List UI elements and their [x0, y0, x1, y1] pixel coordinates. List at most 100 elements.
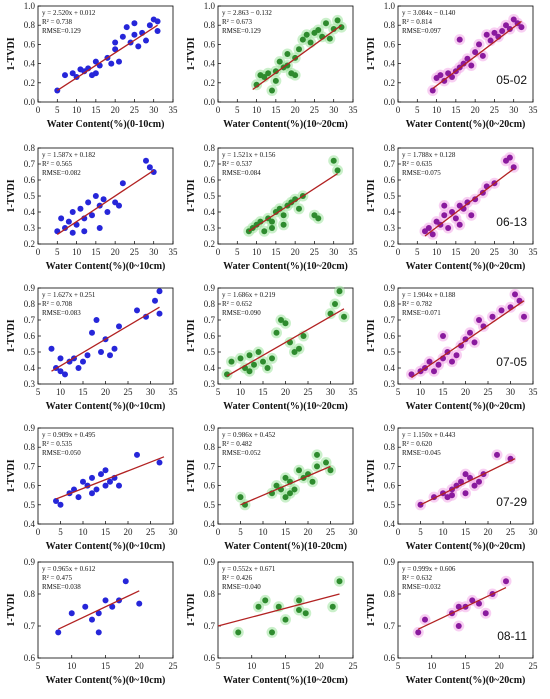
y-axis-title: 1-TVDI	[366, 179, 377, 212]
y-tick-label: 0.4	[204, 363, 216, 373]
data-point	[518, 24, 525, 31]
x-tick-label: 25	[130, 105, 140, 115]
data-point	[93, 317, 100, 323]
x-tick-label: 5	[418, 527, 423, 537]
x-axis-title: Water Content(%)(10-20cm)	[224, 541, 347, 552]
data-point	[104, 209, 111, 215]
y-tick-label: 0.7	[384, 621, 396, 631]
y-axis-title: 1-TVDI	[186, 179, 197, 212]
data-point	[445, 225, 452, 231]
x-tick-label: 15	[451, 247, 461, 257]
x-tick-label: 5	[55, 247, 60, 257]
x-tick-label: 0	[396, 105, 401, 115]
x-tick-label: 30	[506, 387, 516, 397]
x-tick-label: 15	[91, 247, 101, 257]
rmse-text: RMSE=0.032	[402, 583, 441, 591]
y-tick-label: 0.8	[384, 299, 396, 309]
regression-line	[56, 24, 158, 92]
rmse-text: RMSE=0.045	[402, 449, 441, 457]
data-point	[444, 494, 451, 501]
data-point	[98, 471, 104, 478]
data-point	[65, 218, 72, 225]
equation-text: y = 1.686x + 0.219	[222, 291, 276, 299]
x-axis-title: Water Content(%)(10~20cm)	[223, 675, 348, 686]
data-point	[119, 33, 126, 40]
r2-text: R² = 0.673	[222, 18, 252, 26]
y-tick-label: 0.5	[24, 500, 36, 510]
data-point	[336, 288, 343, 295]
data-point	[489, 313, 496, 320]
rmse-text: RMSE=0.084	[222, 169, 261, 177]
data-point	[112, 46, 119, 53]
x-tick-label: 30	[349, 527, 359, 537]
rmse-text: RMSE=0.075	[402, 169, 441, 177]
rmse-text: RMSE=0.050	[42, 449, 81, 457]
scatter-panel: 5 10 15 20 250.60.70.80.9y = 0.552x + 0.671R…	[186, 557, 358, 686]
data-point	[107, 352, 113, 359]
y-tick-label: 0.8	[204, 20, 216, 30]
data-point	[100, 196, 107, 203]
x-tick-label: 5	[238, 527, 243, 537]
data-point	[152, 297, 158, 304]
data-point	[89, 329, 95, 336]
y-tick-label: 0.6	[384, 175, 396, 185]
data-point	[95, 629, 102, 636]
y-axis-title: 1-TVDI	[186, 319, 197, 352]
data-point	[272, 68, 279, 75]
x-tick-label: 30	[509, 247, 519, 257]
y-tick-label: 0.7	[204, 315, 216, 325]
data-point	[48, 345, 55, 352]
data-point	[336, 578, 343, 585]
x-tick-label: 5	[36, 661, 41, 671]
x-tick-label: 0	[216, 527, 221, 537]
data-point	[95, 610, 102, 617]
data-point	[57, 368, 64, 375]
data-point	[92, 70, 99, 77]
data-point	[235, 629, 242, 636]
data-point	[264, 365, 271, 371]
data-point	[154, 18, 161, 25]
y-tick-label: 0.9	[204, 283, 216, 293]
data-point	[98, 349, 104, 355]
data-point	[55, 629, 62, 636]
data-point	[503, 578, 509, 585]
data-point	[479, 52, 486, 59]
r2-text: R² = 0.738	[42, 18, 72, 26]
y-axis-title: 1-TVDI	[366, 319, 377, 352]
y-tick-label: 0.8	[24, 299, 36, 309]
x-tick-label: 10	[79, 527, 89, 537]
data-point	[102, 467, 109, 474]
y-tick-label: 0.6	[384, 331, 396, 341]
equation-text: y = 0.986x + 0.452	[222, 431, 276, 439]
y-tick-label: 0.8	[24, 589, 36, 599]
data-point	[472, 196, 479, 203]
data-point	[476, 478, 482, 485]
equation-text: y = 0.965x + 0.612	[42, 565, 96, 573]
x-tick-label: 10	[72, 105, 82, 115]
data-point	[77, 205, 84, 212]
data-point	[483, 31, 490, 38]
regression-line	[411, 300, 525, 379]
data-point	[455, 603, 462, 610]
x-tick-label: 25	[484, 387, 494, 397]
data-point	[278, 317, 284, 323]
data-point	[92, 58, 99, 65]
data-point	[109, 603, 116, 610]
data-point	[261, 74, 268, 81]
x-tick-label: 20	[461, 387, 471, 397]
x-tick-label: 15	[439, 387, 449, 397]
y-tick-label: 0.7	[24, 315, 36, 325]
data-point	[467, 329, 473, 336]
y-tick-label: 0.6	[24, 175, 36, 185]
data-point	[469, 597, 476, 604]
data-point	[156, 310, 163, 317]
data-point	[471, 482, 478, 489]
y-tick-label: 0.6	[204, 331, 216, 341]
data-point	[131, 31, 138, 38]
r2-text: R² = 0.537	[222, 160, 252, 168]
r2-text: R² = 0.475	[42, 574, 72, 582]
x-axis-title: Water Content(%)(0~10cm)	[46, 261, 166, 272]
data-point	[302, 610, 309, 617]
y-axis-title: 1-TVDI	[186, 37, 197, 70]
data-point	[296, 597, 302, 604]
